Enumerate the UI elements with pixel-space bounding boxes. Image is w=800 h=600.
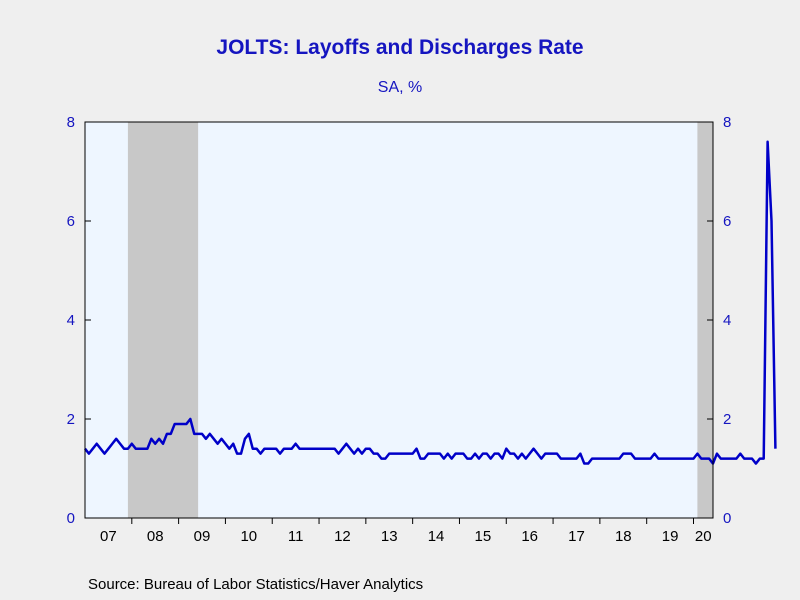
series-line-1 [84,140,777,465]
y-tick-label-left: 0 [67,510,75,527]
y-tick-label-right: 4 [723,312,731,329]
x-tick-label: 12 [334,528,351,545]
x-tick-label: 19 [662,528,679,545]
x-tick-label: 13 [381,528,398,545]
chart-title: JOLTS: Layoffs and Discharges Rate [216,36,584,59]
y-tick-label-left: 8 [67,114,75,131]
x-tick-label: 18 [615,528,632,545]
x-tick-label: 16 [521,528,538,545]
y-tick-label-right: 6 [723,213,731,230]
x-tick-label: 09 [194,528,211,545]
y-tick-label-left: 6 [67,213,75,230]
series-layer [84,140,777,465]
y-tick-label-right: 2 [723,411,731,428]
recession-band-1 [127,122,199,518]
y-tick-label-right: 8 [723,114,731,131]
x-tick-label: 17 [568,528,585,545]
y-tick-label-left: 2 [67,411,75,428]
x-tick-label: 20 [695,528,712,545]
x-tick-label: 15 [475,528,492,545]
y-tick-label-left: 4 [67,312,75,329]
x-tick-label: 14 [428,528,445,545]
chart-subtitle: SA, % [377,79,423,96]
axes: 0 0 2 2 4 4 6 6 8 8 07 08 09 10 11 12 13 14 15 16 17 18 19 20 [67,114,732,545]
x-tick-label: 08 [147,528,164,545]
x-tick-label: 10 [240,528,257,545]
x-tick-label: 07 [100,528,117,545]
x-tick-label: 11 [288,528,304,545]
y-tick-label-right: 0 [723,510,731,527]
source-note: Source: Bureau of Labor Statistics/Haver… [88,576,424,593]
